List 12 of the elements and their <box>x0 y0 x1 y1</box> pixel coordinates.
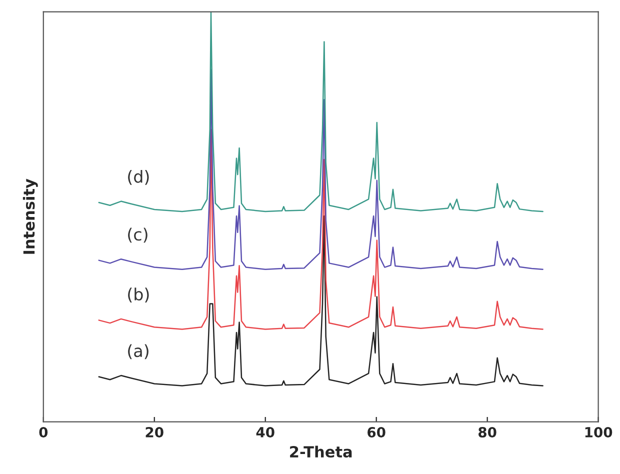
x-tick-label: 20 <box>146 426 164 438</box>
x-tick-label: 80 <box>478 426 496 438</box>
series-label: (c) <box>128 228 148 243</box>
x-tick-label: 0 <box>39 426 48 438</box>
x-axis-title: 2-Theta <box>290 446 352 458</box>
series-label: (a) <box>128 344 148 360</box>
series-label: (b) <box>128 288 149 303</box>
x-tick-label: 40 <box>256 426 274 438</box>
y-axis-title: Intensity <box>22 178 38 254</box>
x-tick-label: 60 <box>368 426 386 438</box>
x-tick-label: 100 <box>585 426 612 438</box>
series-label: (d) <box>128 170 149 185</box>
